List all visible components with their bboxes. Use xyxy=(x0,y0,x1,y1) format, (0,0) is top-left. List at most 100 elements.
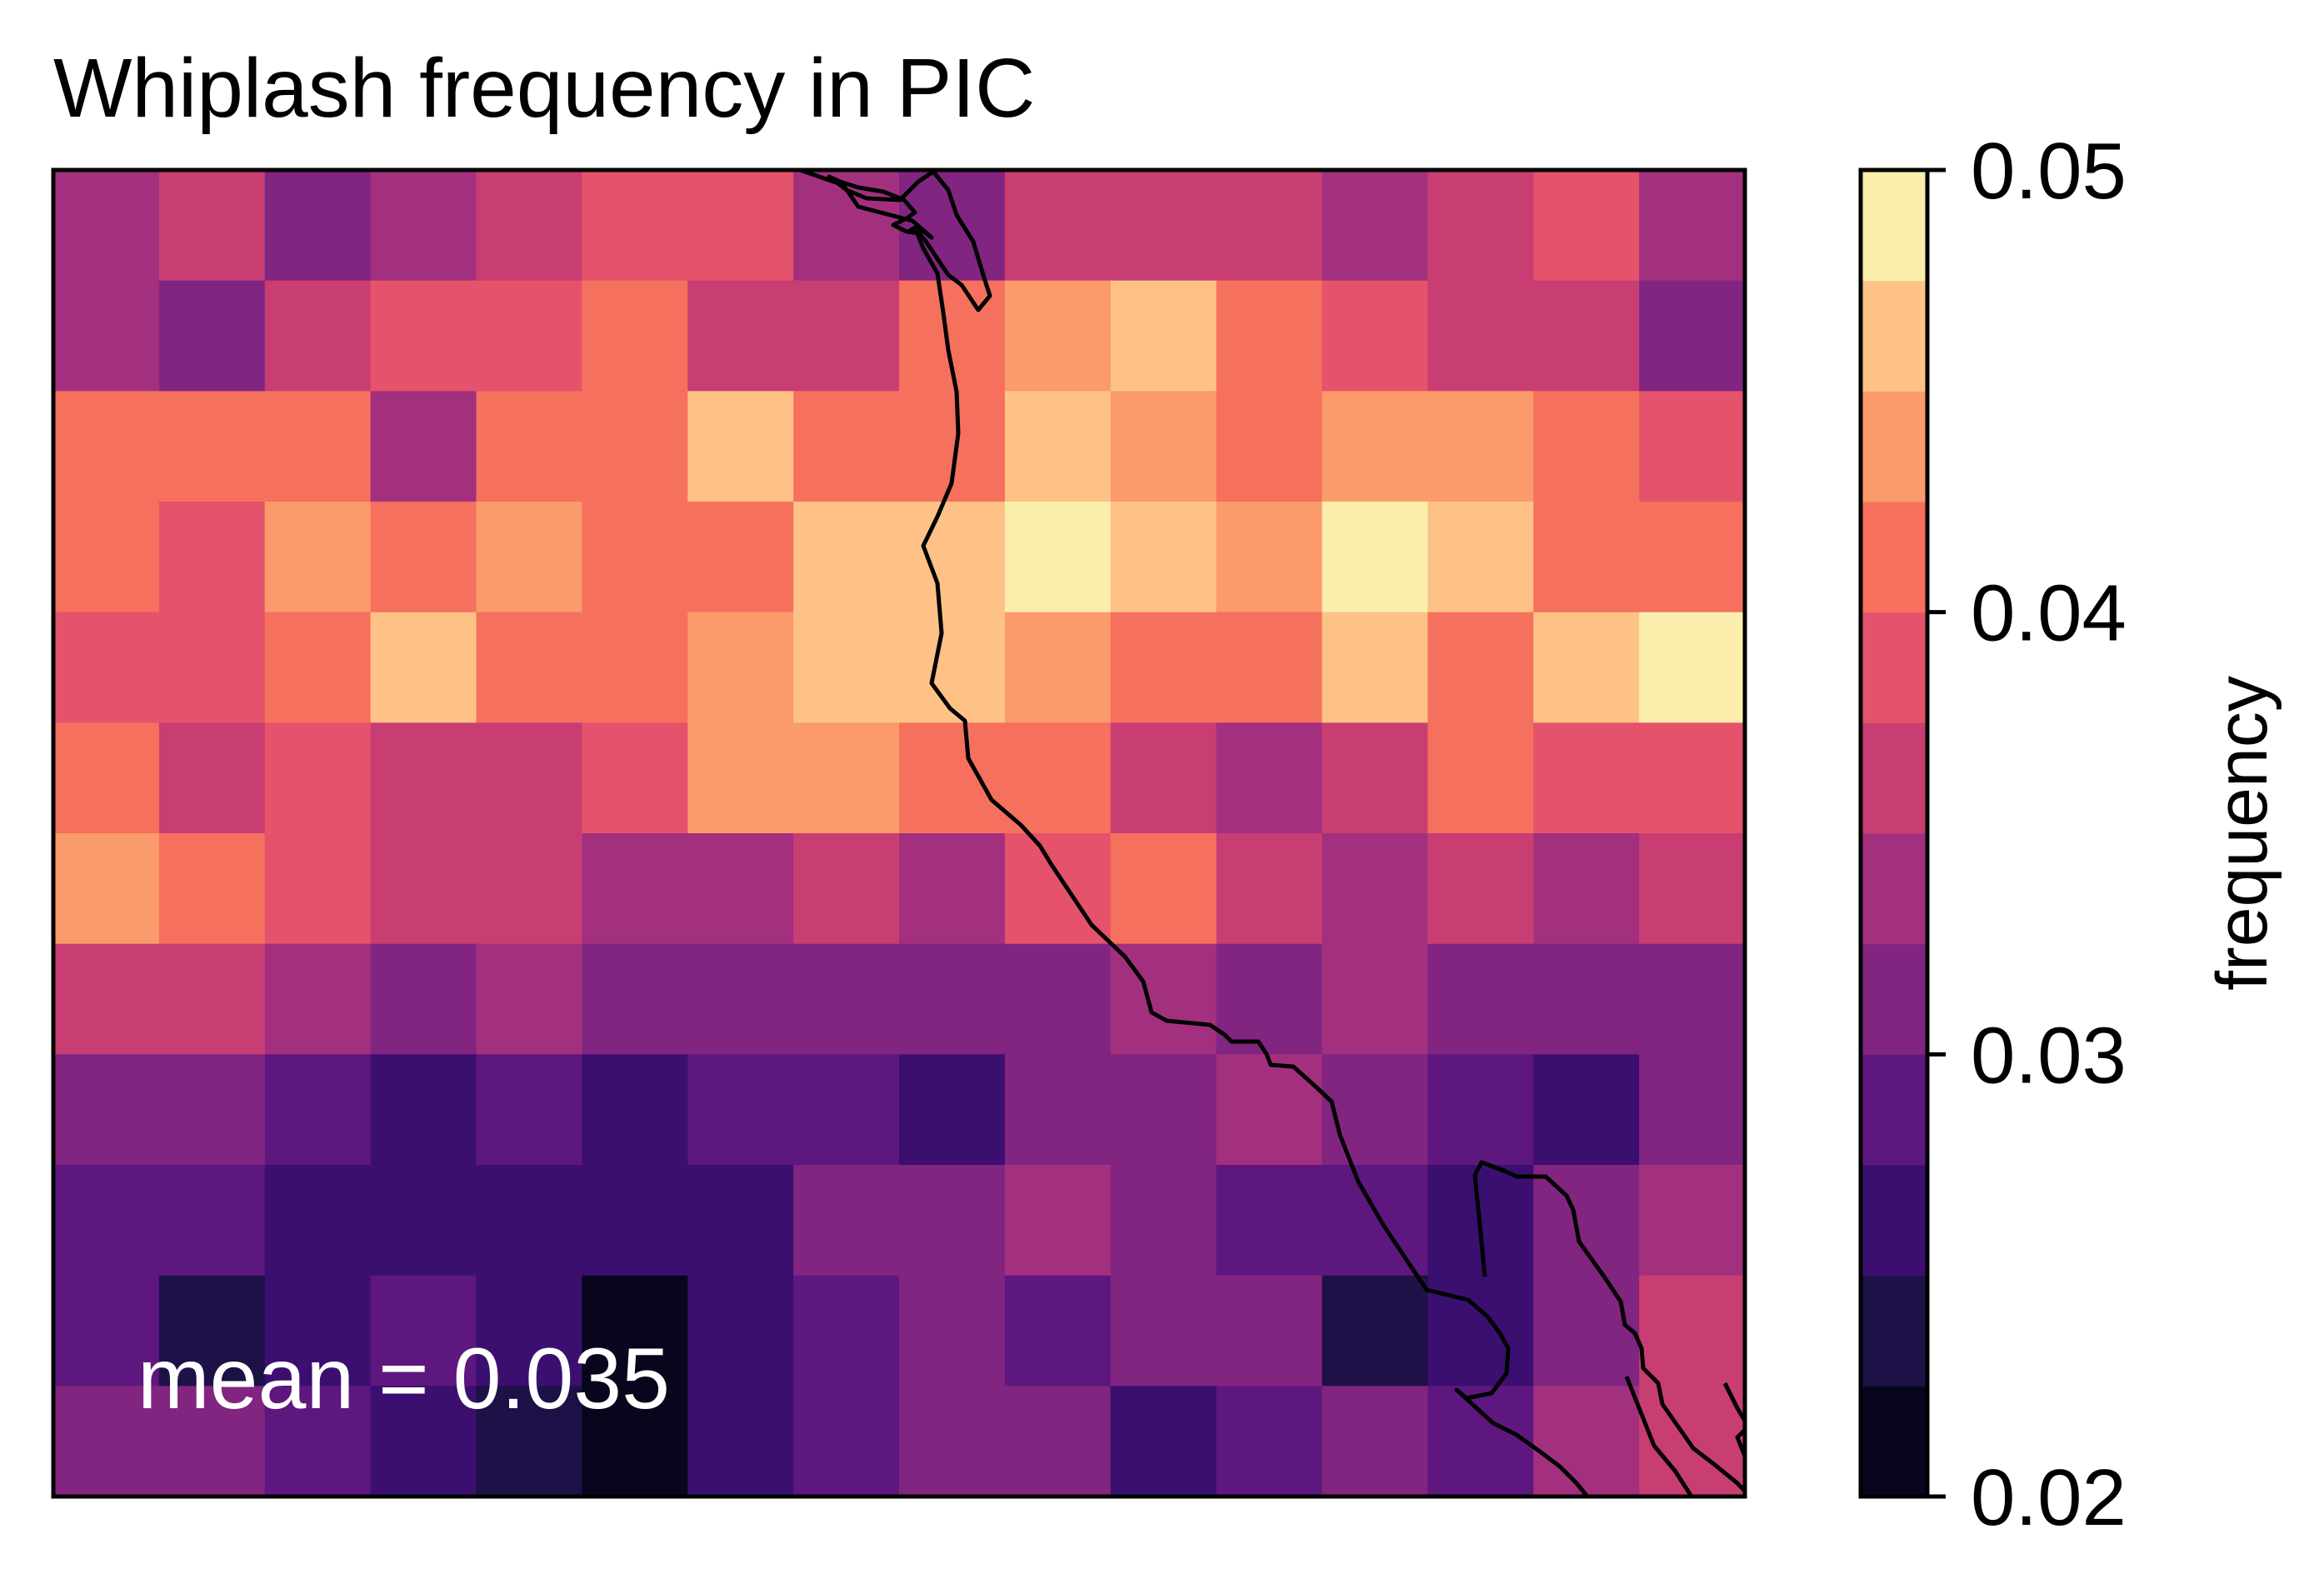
heatmap-cell xyxy=(370,943,477,1056)
coastline-south xyxy=(1624,1376,1745,1497)
heatmap-cell xyxy=(1216,943,1323,1056)
heatmap-cell xyxy=(1639,1275,1745,1387)
heatmap-cell xyxy=(1216,722,1323,834)
heatmap-cell xyxy=(1110,1054,1217,1166)
heatmap-cell xyxy=(264,170,372,282)
heatmap-cell xyxy=(1427,1386,1535,1497)
heatmap-cell xyxy=(899,833,1006,945)
heatmap-cell xyxy=(53,502,160,613)
heatmap-cell xyxy=(158,612,266,724)
heatmap-cell xyxy=(476,391,583,502)
heatmap-cell xyxy=(1216,1275,1323,1387)
heatmap-cell xyxy=(158,280,266,392)
heatmap-cell xyxy=(370,391,477,502)
heatmap-cell xyxy=(1216,280,1323,392)
heatmap-cell xyxy=(1110,502,1217,613)
heatmap-cell xyxy=(370,502,477,613)
heatmap-cell xyxy=(53,170,160,282)
heatmap-cell xyxy=(582,1054,689,1166)
heatmap-cell xyxy=(1004,391,1112,502)
colorbar-band xyxy=(1861,280,1927,392)
heatmap-cell xyxy=(1322,612,1429,724)
heatmap-cell xyxy=(476,280,583,392)
heatmap-cell xyxy=(687,1054,795,1166)
heatmap-cell xyxy=(1322,943,1429,1056)
colorbar-band xyxy=(1861,1386,1927,1497)
heatmap-cell xyxy=(1110,722,1217,834)
heatmap-cell xyxy=(1639,1165,1745,1277)
heatmap-cell xyxy=(793,1275,901,1387)
heatmap-cell xyxy=(158,1275,266,1387)
heatmap-cell xyxy=(264,612,372,724)
heatmap-cell xyxy=(1533,1054,1641,1166)
heatmap-cell xyxy=(264,391,372,502)
heatmap-cell xyxy=(1004,1054,1112,1166)
heatmap-cell xyxy=(687,1275,795,1387)
heatmap-cell xyxy=(793,502,901,613)
coastline xyxy=(799,170,1589,1497)
heatmap-cell xyxy=(1110,170,1217,282)
heatmap-cell xyxy=(1639,943,1745,1056)
heatmap-cell xyxy=(793,391,901,502)
heatmap-cell xyxy=(370,1165,477,1277)
heatmap-cell xyxy=(1004,612,1112,724)
heatmap-cell xyxy=(476,1386,583,1497)
heatmap-cell xyxy=(1216,1165,1323,1277)
heatmap-cell xyxy=(1427,502,1535,613)
heatmap-cell xyxy=(476,170,583,282)
heatmap-cell xyxy=(1427,170,1535,282)
heatmap-cell xyxy=(582,502,689,613)
heatmap-cell xyxy=(1110,612,1217,724)
heatmap-cell xyxy=(687,612,795,724)
mean-annotation: mean = 0.035 xyxy=(137,1331,670,1427)
heatmap-cell xyxy=(1110,280,1217,392)
heatmap-cell xyxy=(1533,1275,1641,1387)
colorbar-band xyxy=(1861,612,1927,723)
heatmap-cell xyxy=(53,1165,160,1277)
heatmap-cell xyxy=(476,1165,583,1277)
heatmap-cell xyxy=(1110,1165,1217,1277)
heatmap-cell xyxy=(899,1386,1006,1497)
heatmap-cell xyxy=(370,170,477,282)
heatmap-cell xyxy=(370,612,477,724)
heatmap-cell xyxy=(158,170,266,282)
heatmap-cell xyxy=(1322,502,1429,613)
heatmap-cell xyxy=(899,943,1006,1056)
heatmap-cell xyxy=(1216,833,1323,945)
coastline-east xyxy=(1472,1160,1745,1495)
heatmap-cell xyxy=(264,1054,372,1166)
heatmap-cell xyxy=(158,1165,266,1277)
heatmap-cell xyxy=(476,943,583,1056)
heatmap-cell xyxy=(370,1054,477,1166)
heatmap-cell xyxy=(793,833,901,945)
heatmap-cell xyxy=(1322,1054,1429,1166)
heatmap-cell xyxy=(899,722,1006,834)
colorbar-band xyxy=(1861,833,1927,945)
heatmap-cell xyxy=(158,833,266,945)
heatmap-cell xyxy=(370,833,477,945)
heatmap-cell xyxy=(1004,502,1112,613)
heatmap-cell xyxy=(53,833,160,945)
heatmap-cell xyxy=(1533,612,1641,724)
heatmap-cell xyxy=(1322,1165,1429,1277)
heatmap-cell xyxy=(582,280,689,392)
heatmap-cell xyxy=(1216,170,1323,282)
heatmap-cell xyxy=(264,1165,372,1277)
heatmap-cell xyxy=(158,943,266,1056)
heatmap-cell xyxy=(1533,391,1641,502)
plot-area: mean = 0.035 xyxy=(53,170,1745,1497)
heatmap-cell xyxy=(793,612,901,724)
heatmap-cell xyxy=(264,1386,372,1497)
heatmap-cell xyxy=(476,1275,583,1387)
colorbar-band xyxy=(1861,170,1927,282)
heatmap-cell xyxy=(476,722,583,834)
heatmap-cell xyxy=(1639,833,1745,945)
heatmap-cell xyxy=(582,391,689,502)
heatmap-cell xyxy=(1639,280,1745,392)
heatmap-cell xyxy=(53,943,160,1056)
heatmap-cell xyxy=(370,722,477,834)
heatmap-cell xyxy=(1004,1386,1112,1497)
heatmap-cell xyxy=(370,1386,477,1497)
colorbar-band xyxy=(1861,391,1927,502)
heatmap-cell xyxy=(1322,391,1429,502)
